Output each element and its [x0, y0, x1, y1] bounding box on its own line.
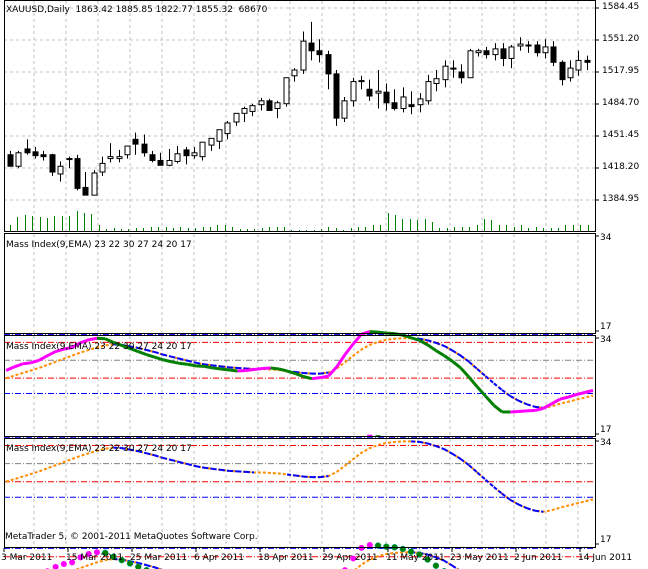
time-label: 25 Mar 2011: [130, 553, 188, 563]
time-label: 3 Mar 2011: [1, 553, 53, 563]
panel1-title: Mass Index(9,EMA) 23 22 30 27 24 20 17: [6, 240, 192, 250]
time-label: 29 Apr 2011: [322, 553, 378, 563]
panel2-min-label: 17: [600, 425, 612, 435]
price-label: 1484.70: [602, 98, 640, 108]
time-label: 14 Jun 2011: [578, 553, 633, 563]
time-label: 15 Mar 2011: [66, 553, 124, 563]
price-label: 1384.95: [602, 194, 640, 204]
price-label: 1418.20: [602, 162, 640, 172]
panel2-title: Mass Index(9,EMA) 23 22 30 27 24 20 17: [6, 342, 192, 352]
symbol-header: XAUUSD,Daily 1863.42 1885.85 1822.77 185…: [6, 5, 268, 15]
time-label: 6 Apr 2011: [194, 553, 244, 563]
panel3-min-label: 17: [600, 535, 612, 545]
price-label: 1451.45: [602, 130, 640, 140]
panel3-title: Mass Index(9,EMA) 23 22 30 27 24 20 17: [6, 444, 192, 454]
time-label: 2 Jun 2011: [514, 553, 563, 563]
panel2-max-label: 34: [600, 335, 612, 345]
time-label: 23 May 2011: [450, 553, 509, 563]
price-label: 1551.20: [602, 34, 640, 44]
copyright-text: MetaTrader 5, © 2001-2011 MetaQuotes Sof…: [5, 532, 258, 542]
price-label: 1517.95: [602, 66, 640, 76]
panel3-max-label: 34: [600, 438, 612, 448]
time-label: 18 Apr 2011: [258, 553, 314, 563]
panel1-min-label: 17: [600, 322, 612, 332]
panel1-max-label: 34: [600, 233, 612, 243]
time-label: 11 May 2011: [386, 553, 445, 563]
price-label: 1584.45: [602, 2, 640, 12]
